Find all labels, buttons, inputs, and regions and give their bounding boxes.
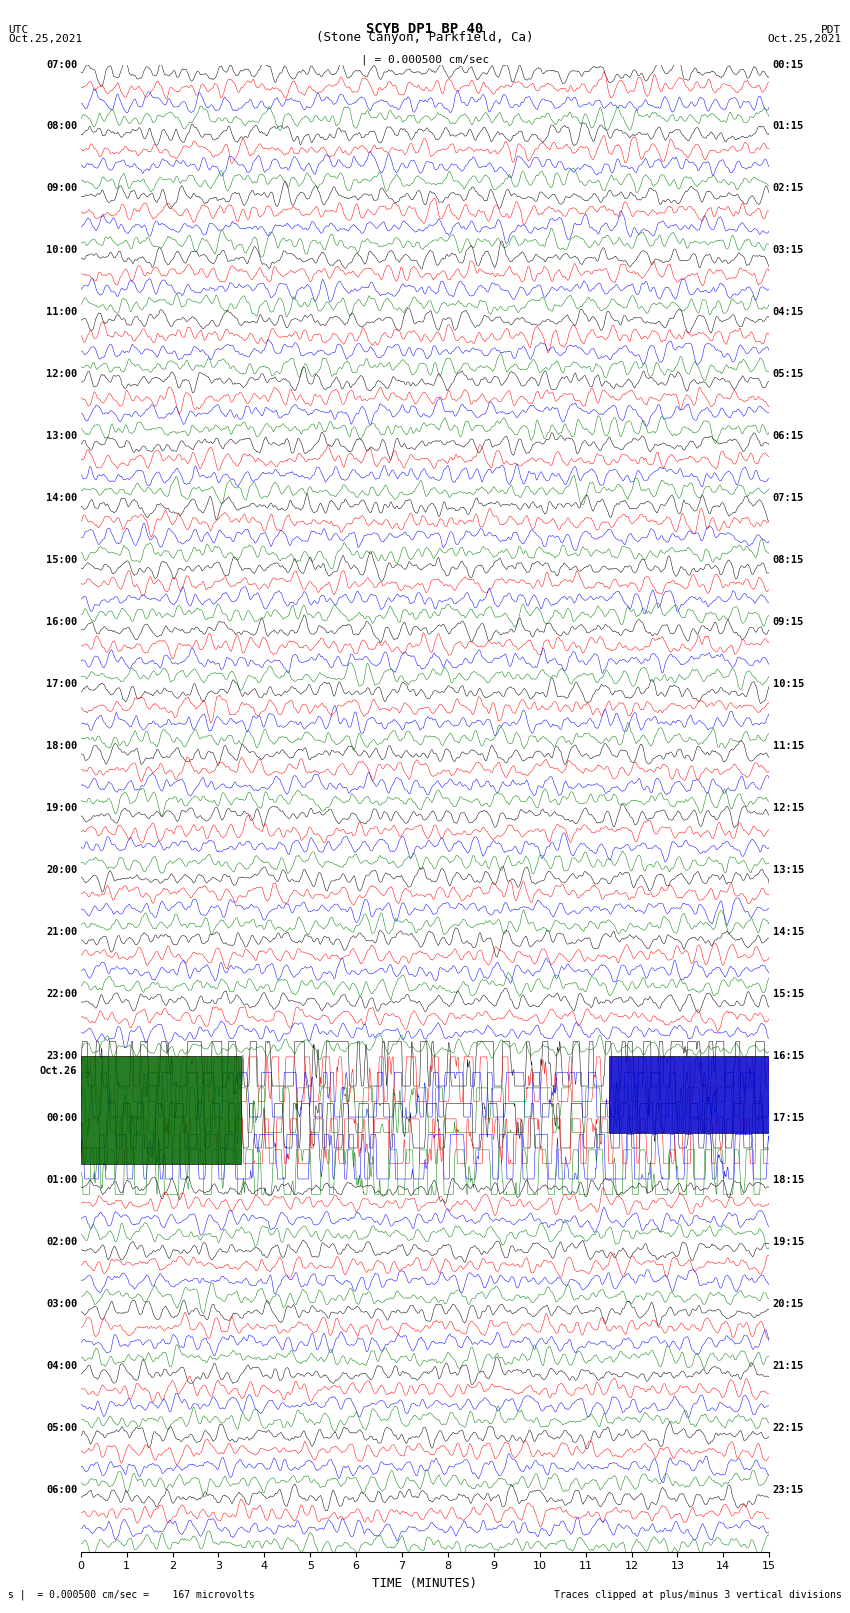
Text: 05:15: 05:15 — [773, 369, 804, 379]
Text: Oct.26: Oct.26 — [40, 1066, 77, 1076]
Text: 03:00: 03:00 — [46, 1298, 77, 1308]
Text: 13:15: 13:15 — [773, 865, 804, 876]
Text: 18:00: 18:00 — [46, 740, 77, 752]
Text: 23:15: 23:15 — [773, 1484, 804, 1495]
Text: 11:15: 11:15 — [773, 740, 804, 752]
Text: 10:15: 10:15 — [773, 679, 804, 689]
Text: 22:15: 22:15 — [773, 1423, 804, 1432]
Text: 22:00: 22:00 — [46, 989, 77, 998]
Text: | = 0.000500 cm/sec: | = 0.000500 cm/sec — [361, 55, 489, 66]
Text: 01:00: 01:00 — [46, 1174, 77, 1186]
X-axis label: TIME (MINUTES): TIME (MINUTES) — [372, 1578, 478, 1590]
Text: 15:00: 15:00 — [46, 555, 77, 565]
Text: (Stone Canyon, Parkfield, Ca): (Stone Canyon, Parkfield, Ca) — [316, 31, 534, 44]
Text: 17:15: 17:15 — [773, 1113, 804, 1123]
Text: PDT: PDT — [821, 26, 842, 35]
Text: 00:15: 00:15 — [773, 60, 804, 69]
Text: 00:00: 00:00 — [46, 1113, 77, 1123]
Text: 04:00: 04:00 — [46, 1361, 77, 1371]
Text: 12:15: 12:15 — [773, 803, 804, 813]
Text: 17:00: 17:00 — [46, 679, 77, 689]
Text: 20:15: 20:15 — [773, 1298, 804, 1308]
Text: 21:15: 21:15 — [773, 1361, 804, 1371]
Text: 19:00: 19:00 — [46, 803, 77, 813]
Bar — [81, 1057, 241, 1165]
Text: Oct.25,2021: Oct.25,2021 — [8, 34, 82, 44]
Text: 05:00: 05:00 — [46, 1423, 77, 1432]
Text: UTC: UTC — [8, 26, 29, 35]
Text: 13:00: 13:00 — [46, 431, 77, 442]
Text: 20:00: 20:00 — [46, 865, 77, 876]
Text: 08:00: 08:00 — [46, 121, 77, 132]
Text: 09:15: 09:15 — [773, 618, 804, 627]
Text: 02:15: 02:15 — [773, 184, 804, 194]
Text: Traces clipped at plus/minus 3 vertical divisions: Traces clipped at plus/minus 3 vertical … — [553, 1590, 842, 1600]
Text: 15:15: 15:15 — [773, 989, 804, 998]
Text: 12:00: 12:00 — [46, 369, 77, 379]
Text: SCYB DP1 BP 40: SCYB DP1 BP 40 — [366, 23, 484, 37]
Text: 16:15: 16:15 — [773, 1052, 804, 1061]
Text: s |  = 0.000500 cm/sec =    167 microvolts: s | = 0.000500 cm/sec = 167 microvolts — [8, 1589, 255, 1600]
Text: 16:00: 16:00 — [46, 618, 77, 627]
Text: 03:15: 03:15 — [773, 245, 804, 255]
Text: 14:15: 14:15 — [773, 927, 804, 937]
Text: 06:00: 06:00 — [46, 1484, 77, 1495]
Text: 02:00: 02:00 — [46, 1237, 77, 1247]
Text: 04:15: 04:15 — [773, 308, 804, 318]
Text: 01:15: 01:15 — [773, 121, 804, 132]
Text: 19:15: 19:15 — [773, 1237, 804, 1247]
Text: 07:15: 07:15 — [773, 494, 804, 503]
Text: 09:00: 09:00 — [46, 184, 77, 194]
Text: 18:15: 18:15 — [773, 1174, 804, 1186]
Text: Oct.25,2021: Oct.25,2021 — [768, 34, 842, 44]
Bar — [609, 1057, 769, 1134]
Text: 23:00: 23:00 — [46, 1052, 77, 1061]
Text: 08:15: 08:15 — [773, 555, 804, 565]
Text: 21:00: 21:00 — [46, 927, 77, 937]
Text: 11:00: 11:00 — [46, 308, 77, 318]
Text: 07:00: 07:00 — [46, 60, 77, 69]
Text: 10:00: 10:00 — [46, 245, 77, 255]
Text: 06:15: 06:15 — [773, 431, 804, 442]
Text: 14:00: 14:00 — [46, 494, 77, 503]
